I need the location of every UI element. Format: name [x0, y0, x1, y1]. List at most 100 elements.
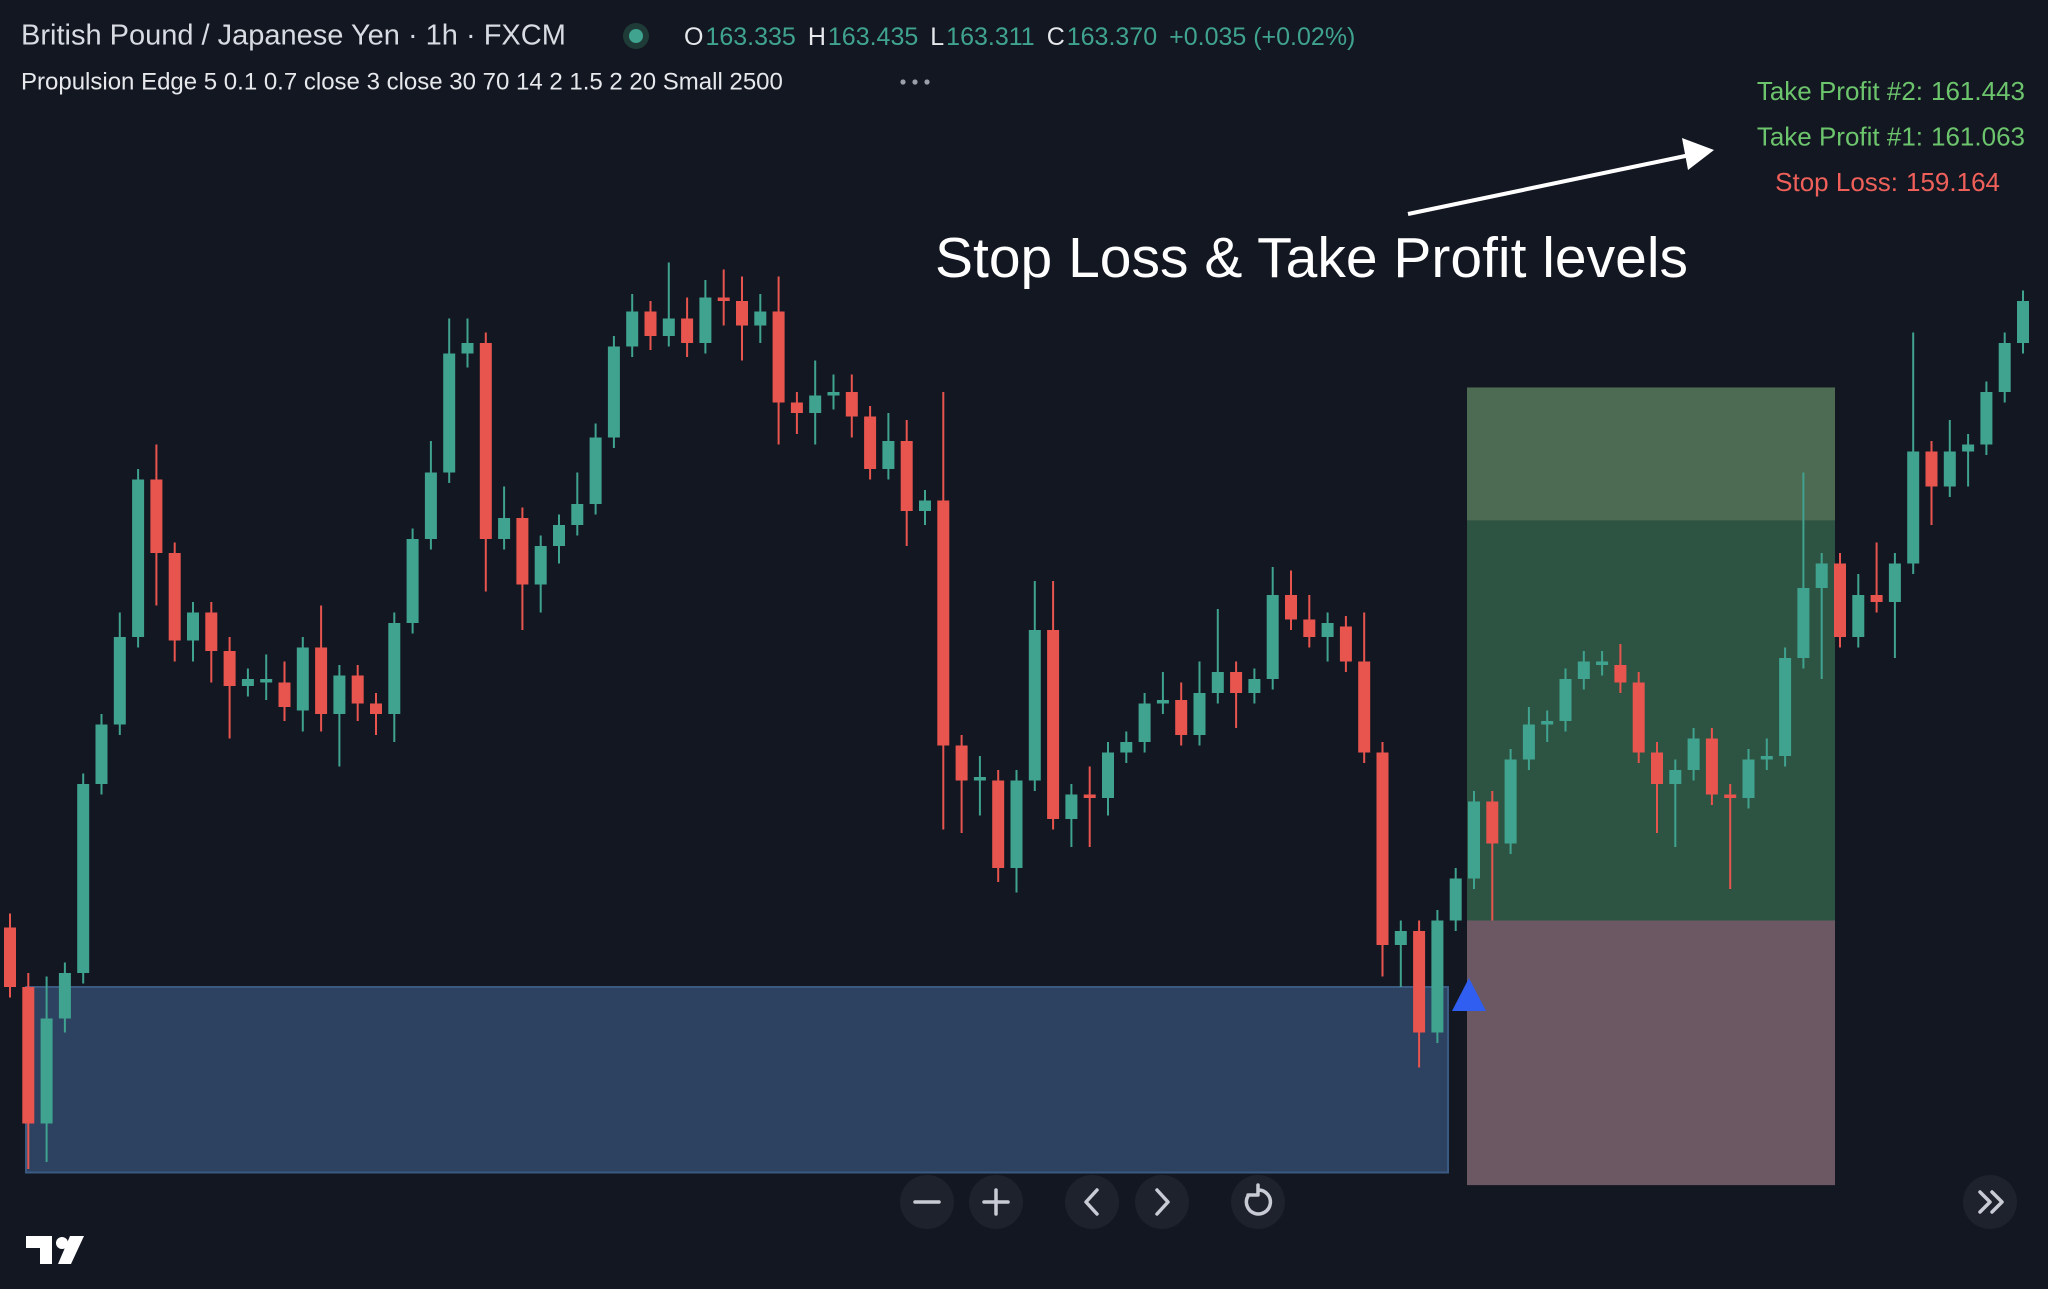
candle-body [973, 777, 986, 781]
candle-body [1285, 595, 1297, 620]
candle-body [845, 392, 858, 417]
candle-body [1120, 742, 1133, 753]
candle-body [662, 318, 675, 336]
candle-body [626, 311, 639, 347]
candle-body [1065, 794, 1078, 819]
candle-body [1248, 679, 1261, 693]
ohlc-value: 163.435 [828, 23, 918, 51]
level-value: 161.443 [1931, 76, 2025, 106]
zoom-in-button[interactable] [969, 1175, 1023, 1229]
candle-body [113, 637, 126, 725]
symbol-title: British Pound / Japanese Yen · 1h · FXCM [21, 20, 566, 52]
status-dot [629, 29, 643, 43]
candle-body [1907, 451, 1920, 564]
candle-body [589, 437, 602, 504]
level-value: 161.063 [1931, 121, 2025, 151]
candle-body [2017, 301, 2029, 343]
candle-body [1577, 661, 1590, 679]
candle-body [260, 679, 273, 683]
price-change: +0.035 (+0.02%) [1169, 23, 1355, 51]
buy-signal [1452, 978, 1486, 1011]
level-label: Take Profit #2: 161.443 [1757, 76, 2025, 106]
ohlc-key: C [1047, 23, 1065, 51]
candle-body [77, 784, 90, 973]
candle-body [1834, 563, 1846, 637]
candle-body [955, 745, 968, 781]
candle-body [736, 301, 748, 326]
ohlc-value: 163.335 [705, 23, 795, 51]
candle-body [150, 479, 163, 553]
ohlc-key: O [684, 23, 703, 51]
indicator-menu[interactable] [900, 79, 930, 85]
candle-body [607, 346, 620, 438]
candle-body [40, 1018, 53, 1124]
candle-body [1083, 794, 1096, 798]
candle-body [1431, 920, 1444, 1033]
scroll-right-button[interactable] [1135, 1175, 1189, 1229]
candle-body [1870, 595, 1883, 602]
level-name: Stop Loss: [1775, 167, 1898, 197]
candle-body [1028, 630, 1041, 781]
candle-body [992, 780, 1005, 868]
candle-body [1449, 878, 1462, 921]
candle-body [1705, 738, 1718, 795]
candle-body [1468, 801, 1480, 879]
candle-body [22, 987, 35, 1124]
candle-body [1047, 630, 1060, 819]
candle-body [1138, 703, 1151, 742]
candle-body [168, 553, 181, 641]
candle-body [498, 518, 511, 539]
candle-body [1998, 343, 2011, 392]
candle-body [296, 647, 309, 711]
stop-loss-zone [1467, 920, 1835, 1186]
candle-body [1651, 752, 1663, 784]
candle-body [699, 297, 712, 343]
candle-body [370, 703, 382, 714]
candle-body [937, 500, 950, 746]
candle-body [132, 479, 145, 637]
level-value: 159.164 [1906, 167, 2000, 197]
candle-body [1888, 563, 1901, 602]
candle-body [1504, 759, 1517, 844]
candle-body [4, 927, 16, 987]
annotation-arrow [1407, 138, 1714, 216]
candle-body [1230, 672, 1243, 693]
candle-body [1175, 700, 1188, 735]
candle-body [827, 392, 840, 396]
candle-body [461, 343, 474, 354]
candle-body [919, 500, 931, 511]
candle-body [717, 297, 730, 301]
level-name: Take Profit #2: [1757, 76, 1923, 106]
ohlc-value: 163.311 [946, 23, 1035, 51]
level-label: Take Profit #1: 161.063 [1757, 121, 2025, 151]
candle-body [754, 311, 767, 326]
candle-body [1724, 794, 1737, 798]
candle-body [95, 724, 108, 784]
zoom-out-button[interactable] [900, 1175, 954, 1229]
candle-body [1266, 595, 1279, 679]
candle-body [58, 973, 71, 1019]
candle-body [1962, 444, 1975, 452]
candle-body [809, 395, 822, 413]
candle-body [1779, 658, 1792, 756]
take-profit-2-zone [1467, 387, 1835, 521]
candle-body [644, 311, 657, 336]
candle-body [1413, 931, 1426, 1033]
candle-body [1358, 661, 1371, 753]
candle-body [1669, 770, 1682, 784]
candle-body [278, 682, 291, 707]
candle-body [1742, 759, 1755, 798]
indicator-label: Propulsion Edge 5 0.1 0.7 close 3 close … [21, 68, 783, 95]
scroll-to-latest-button[interactable] [1963, 1175, 2017, 1229]
candle-body [1943, 451, 1956, 487]
ohlc-readout: O163.335 H163.435 L163.311 C163.370 +0.035 (… [684, 23, 1355, 51]
candle-body [534, 546, 547, 585]
zone [25, 986, 1449, 1174]
level-label: Stop Loss: 159.164 [1775, 167, 2000, 197]
candle-body [1486, 801, 1499, 844]
candle-body [1541, 721, 1554, 725]
candle-body [1522, 724, 1535, 760]
reset-button[interactable] [1231, 1175, 1285, 1229]
scroll-left-button[interactable] [1065, 1175, 1119, 1229]
